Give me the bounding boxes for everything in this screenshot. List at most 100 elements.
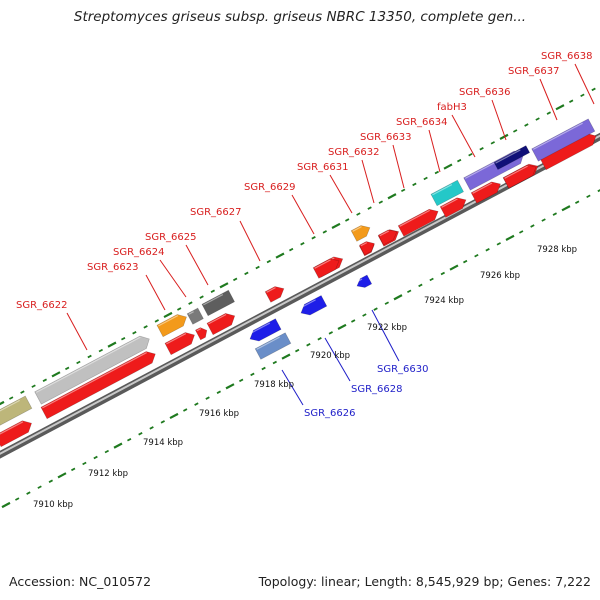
forward-arrow-1 bbox=[40, 351, 156, 420]
kbp-label: 7912 kbp bbox=[88, 469, 128, 479]
lower-minor-tick bbox=[474, 253, 479, 258]
upper-major-tick bbox=[163, 311, 173, 319]
gene-SGR_6638-shine bbox=[532, 122, 583, 150]
gene-SGR_6630 bbox=[355, 274, 373, 288]
lower-minor-tick bbox=[37, 485, 42, 489]
gene-SGR_6623-shape bbox=[156, 314, 187, 338]
forward-arrow-0-shape bbox=[0, 420, 32, 448]
gene-SGR_6632-shine bbox=[360, 242, 368, 247]
leader-SGR_6625 bbox=[185, 244, 209, 286]
gene-SGR_6624 bbox=[186, 307, 204, 325]
leader-SGR_6628 bbox=[324, 337, 351, 382]
upper-minor-tick bbox=[468, 152, 473, 157]
upper-minor-tick bbox=[266, 259, 271, 264]
forward-arrow-4-shine bbox=[208, 313, 227, 325]
lower-minor-tick bbox=[496, 242, 501, 246]
upper-major-tick bbox=[387, 193, 397, 200]
gene-features bbox=[0, 118, 597, 448]
leader-SGR_6629 bbox=[291, 194, 315, 235]
lower-minor-tick bbox=[149, 426, 154, 430]
upper-minor-tick bbox=[31, 384, 36, 388]
lower-minor-tick bbox=[575, 200, 580, 204]
upper-minor-tick bbox=[524, 123, 529, 127]
upper-minor-tick bbox=[356, 212, 361, 216]
upper-minor-tick bbox=[311, 236, 316, 240]
lower-minor-tick bbox=[463, 259, 468, 264]
gene-label-SGR_6637: SGR_6637 bbox=[508, 66, 560, 77]
gene-label-SGR_6630: SGR_6630 bbox=[377, 364, 429, 375]
upper-minor-tick bbox=[513, 129, 518, 133]
gene-SGR_6626-shape bbox=[254, 332, 292, 360]
lower-tick-track bbox=[1, 189, 600, 509]
leader-SGR_6634 bbox=[428, 129, 441, 173]
upper-minor-tick bbox=[434, 170, 439, 175]
gene-label-SGR_6626: SGR_6626 bbox=[304, 408, 356, 419]
gene-SGR_6631-shape bbox=[350, 225, 371, 242]
gene-SGR_6632-shape bbox=[359, 241, 375, 256]
kbp-label: 7920 kbp bbox=[310, 351, 350, 361]
upper-major-tick bbox=[219, 282, 229, 289]
forward-arrow-9-shape bbox=[439, 197, 467, 218]
lower-major-tick bbox=[169, 412, 179, 420]
forward-arrow-9 bbox=[439, 197, 467, 218]
upper-minor-tick bbox=[255, 265, 260, 270]
leader-SGR_6630 bbox=[371, 309, 400, 362]
sequence-backbone bbox=[0, 132, 600, 459]
upper-minor-tick bbox=[412, 182, 417, 187]
upper-minor-tick bbox=[98, 348, 103, 353]
lower-minor-tick bbox=[93, 455, 98, 460]
gene-SGR_6625-shape bbox=[201, 289, 235, 317]
forward-arrow-0-shine bbox=[0, 421, 24, 437]
upper-minor-tick bbox=[121, 336, 126, 341]
lower-minor-tick bbox=[407, 289, 412, 294]
lower-major-tick bbox=[561, 205, 571, 212]
lower-major-tick bbox=[113, 442, 123, 449]
forward-arrow-4 bbox=[206, 313, 236, 336]
forward-arrow-9-shine bbox=[441, 198, 458, 208]
forward-arrow-2 bbox=[164, 332, 195, 356]
lower-minor-tick bbox=[485, 248, 490, 252]
lower-minor-tick bbox=[48, 479, 53, 483]
lower-minor-tick bbox=[272, 360, 277, 365]
leader-SGR_6622 bbox=[66, 312, 88, 351]
upper-minor-tick bbox=[188, 301, 193, 305]
gene-SGR_6628-shine bbox=[299, 299, 316, 309]
forward-arrow-0 bbox=[0, 420, 32, 448]
kbp-label: 7926 kbp bbox=[480, 271, 520, 281]
upper-minor-tick bbox=[65, 366, 70, 371]
upper-minor-tick bbox=[244, 271, 249, 276]
upper-minor-tick bbox=[199, 295, 204, 299]
lower-minor-tick bbox=[216, 390, 221, 394]
gene-SGR_6636-shine bbox=[495, 149, 521, 164]
kbp-label: 7924 kbp bbox=[424, 296, 464, 306]
upper-minor-tick bbox=[580, 93, 585, 98]
lower-major-tick bbox=[1, 501, 11, 509]
upper-major-tick bbox=[331, 222, 341, 229]
lower-minor-tick bbox=[429, 277, 434, 282]
lower-minor-tick bbox=[261, 366, 266, 371]
forward-arrow-2-shine bbox=[166, 333, 187, 345]
leader-SGR_6623 bbox=[145, 274, 166, 311]
leader-SGR_6638 bbox=[574, 63, 595, 105]
gene-SGR_6624-shape bbox=[186, 307, 204, 325]
gene-SGR_6626-shine bbox=[256, 336, 280, 350]
lower-minor-tick bbox=[250, 372, 255, 377]
forward-arrow-3-shine bbox=[196, 328, 202, 332]
gene-label-SGR_6625: SGR_6625 bbox=[145, 232, 197, 243]
upper-major-tick bbox=[0, 400, 5, 406]
gene-SGR_6637-shine bbox=[504, 165, 528, 179]
lower-minor-tick bbox=[586, 194, 591, 199]
lower-minor-tick bbox=[295, 348, 300, 353]
lower-minor-tick bbox=[306, 342, 311, 347]
forward-arrow-8 bbox=[397, 208, 439, 237]
lower-major-tick bbox=[57, 472, 67, 479]
kbp-label: 7910 kbp bbox=[33, 500, 73, 510]
gene-SGR_6637-shape bbox=[502, 164, 537, 189]
upper-minor-tick bbox=[20, 390, 25, 394]
label-leader-lines bbox=[66, 63, 595, 406]
lower-major-tick bbox=[281, 353, 291, 360]
upper-major-tick bbox=[555, 104, 565, 111]
gene-SGR_6630-shape bbox=[356, 274, 373, 288]
lower-minor-tick bbox=[440, 271, 445, 276]
